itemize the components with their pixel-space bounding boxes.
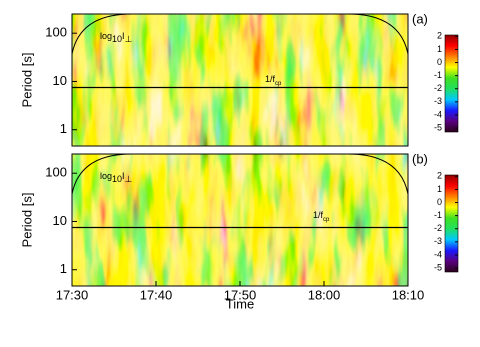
x-tick-label: 17:50 <box>224 287 257 302</box>
colorbar-tick-label: -5 <box>434 262 442 272</box>
y-tick-label: 100 <box>45 25 67 40</box>
colorbar-tick-label: 0 <box>437 197 442 207</box>
colorbar-tick-label: 1 <box>437 44 442 54</box>
colorbar-tick-label: -4 <box>434 109 442 119</box>
annotation-part: log <box>100 171 112 181</box>
heatmap-texture <box>72 14 408 146</box>
colorbar-tick-label: -1 <box>434 70 442 80</box>
cutoff-label: 1/fcp <box>313 210 330 222</box>
cutoff-label-part: 1/f <box>313 210 324 220</box>
colorbar-tick-label: -1 <box>434 210 442 220</box>
colorbar-tick-label: -2 <box>434 223 442 233</box>
y-tick-label: 10 <box>53 73 67 88</box>
cutoff-label-part: cp <box>275 81 282 87</box>
plot-frame <box>71 13 409 147</box>
x-tick-label: 17:40 <box>140 287 173 302</box>
colorbar-tick-label: -2 <box>434 83 442 93</box>
annotation-part: ⊥ <box>125 174 133 184</box>
annotation-part: 10 <box>112 34 122 44</box>
colorbar-tick-label: 2 <box>437 171 442 181</box>
x-tick-label: 18:00 <box>308 287 341 302</box>
annotation-part: I <box>122 31 125 41</box>
y-axis-label: Period [s] <box>19 193 34 248</box>
y-tick-label: 1 <box>60 261 67 276</box>
heatmap-texture <box>72 154 408 286</box>
annotation-part: I <box>122 171 125 181</box>
colorbar-tick-label: -5 <box>434 122 442 132</box>
colorbar-tick-label: -4 <box>434 249 442 259</box>
cutoff-label-part: 1/f <box>265 74 276 84</box>
panel-label: (a) <box>412 11 428 26</box>
annotation: log10I⊥ <box>100 171 133 184</box>
x-axis-label: Time <box>226 296 254 311</box>
annotation-part: ⊥ <box>125 34 133 44</box>
y-tick-label: 1 <box>60 121 67 136</box>
annotation: log10I⊥ <box>100 31 133 44</box>
annotation-part: 10 <box>112 174 122 184</box>
colorbar <box>444 34 459 133</box>
x-tick-label: 18:10 <box>392 287 425 302</box>
colorbar-tick-label: 2 <box>437 31 442 41</box>
colorbar <box>444 174 459 273</box>
cutoff-label: 1/fcp <box>265 74 282 86</box>
colorbar-tick-label: 1 <box>437 184 442 194</box>
annotation-part: log <box>100 31 112 41</box>
y-tick-label: 100 <box>45 165 67 180</box>
panel-label: (b) <box>412 151 428 166</box>
cutoff-label-part: cp <box>323 217 330 223</box>
x-tick-label: 17:30 <box>56 287 89 302</box>
y-axis-label: Period [s] <box>19 53 34 108</box>
y-tick-label: 10 <box>53 213 67 228</box>
colorbar-tick-label: 0 <box>437 57 442 67</box>
colorbar-tick-label: -3 <box>434 236 442 246</box>
colorbar-tick-label: -3 <box>434 96 442 106</box>
